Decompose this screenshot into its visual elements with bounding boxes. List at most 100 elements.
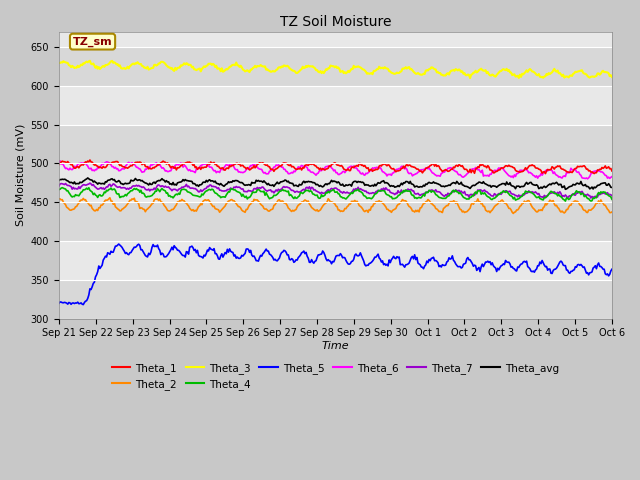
Theta_2 bbox=[385, 206, 393, 212]
Theta_6 bbox=[319, 166, 326, 171]
Theta_1 bbox=[597, 167, 605, 173]
Theta_7 bbox=[608, 192, 616, 198]
Theta_avg bbox=[608, 183, 616, 189]
Theta_2 bbox=[436, 211, 444, 216]
Theta_7 bbox=[355, 185, 363, 191]
Theta_1 bbox=[608, 167, 616, 172]
Theta_6 bbox=[608, 175, 616, 181]
Theta_avg bbox=[319, 183, 326, 189]
Theta_avg bbox=[509, 183, 517, 189]
Theta_3 bbox=[509, 70, 517, 75]
Theta_2 bbox=[355, 202, 363, 207]
Theta_5 bbox=[597, 264, 605, 270]
Line: Theta_5: Theta_5 bbox=[59, 243, 612, 304]
Theta_2 bbox=[608, 210, 616, 216]
Theta_4 bbox=[319, 194, 326, 200]
Line: Theta_7: Theta_7 bbox=[59, 183, 612, 198]
Theta_avg bbox=[355, 178, 363, 183]
Theta_avg bbox=[322, 183, 330, 189]
Theta_6 bbox=[385, 173, 393, 179]
Theta_3 bbox=[385, 68, 393, 73]
Theta_5 bbox=[511, 266, 518, 272]
Theta_1 bbox=[509, 165, 517, 171]
Theta_5 bbox=[55, 300, 63, 305]
Theta_5 bbox=[320, 253, 328, 259]
Line: Theta_1: Theta_1 bbox=[59, 160, 612, 173]
Bar bbox=[59, 86, 612, 125]
Theta_7 bbox=[322, 189, 330, 195]
Theta_6 bbox=[582, 176, 590, 181]
Theta_6 bbox=[509, 173, 517, 179]
Theta_4 bbox=[355, 189, 363, 195]
Theta_3 bbox=[355, 65, 363, 71]
Theta_3 bbox=[55, 61, 63, 67]
Theta_2 bbox=[511, 207, 518, 213]
Theta_1 bbox=[55, 162, 63, 168]
Theta_2 bbox=[227, 196, 234, 202]
Theta_avg bbox=[597, 180, 605, 186]
Line: Theta_avg: Theta_avg bbox=[59, 178, 612, 189]
Theta_1 bbox=[322, 167, 330, 172]
Theta_5 bbox=[608, 267, 616, 273]
Theta_7 bbox=[509, 190, 517, 195]
Bar bbox=[59, 47, 612, 86]
Theta_5 bbox=[115, 240, 123, 246]
Bar bbox=[59, 241, 612, 280]
Theta_6 bbox=[597, 169, 605, 175]
Line: Theta_6: Theta_6 bbox=[59, 161, 612, 179]
Theta_avg bbox=[586, 186, 594, 192]
Theta_4 bbox=[597, 191, 605, 196]
Legend: Theta_1, Theta_2, Theta_3, Theta_4, Theta_5, Theta_6, Theta_7, Theta_avg: Theta_1, Theta_2, Theta_3, Theta_4, Thet… bbox=[108, 359, 563, 394]
Theta_7 bbox=[597, 191, 605, 197]
Theta_2 bbox=[597, 199, 605, 205]
Theta_avg bbox=[109, 175, 117, 181]
Theta_6 bbox=[322, 164, 330, 169]
Theta_7 bbox=[55, 183, 63, 189]
Theta_4 bbox=[608, 197, 616, 203]
Theta_2 bbox=[322, 200, 330, 205]
Theta_2 bbox=[319, 203, 326, 208]
Theta_7 bbox=[541, 195, 548, 201]
Title: TZ Soil Moisture: TZ Soil Moisture bbox=[280, 15, 391, 29]
Bar bbox=[59, 32, 612, 47]
Bar bbox=[59, 164, 612, 202]
Theta_4 bbox=[509, 193, 517, 199]
Bar bbox=[59, 280, 612, 319]
Theta_3 bbox=[608, 73, 616, 79]
Theta_1 bbox=[355, 161, 363, 167]
Theta_7 bbox=[385, 188, 393, 193]
Theta_1 bbox=[61, 157, 69, 163]
Theta_2 bbox=[55, 196, 63, 202]
Bar bbox=[59, 125, 612, 164]
Theta_6 bbox=[355, 170, 363, 176]
Theta_1 bbox=[385, 162, 393, 168]
Theta_6 bbox=[56, 158, 64, 164]
Theta_5 bbox=[387, 260, 394, 265]
Theta_3 bbox=[587, 76, 595, 82]
Theta_4 bbox=[155, 185, 163, 191]
Theta_1 bbox=[319, 166, 326, 172]
Theta_5 bbox=[323, 259, 331, 264]
Theta_3 bbox=[597, 70, 605, 75]
Theta_3 bbox=[322, 69, 330, 74]
Bar bbox=[59, 202, 612, 241]
Line: Theta_4: Theta_4 bbox=[59, 188, 612, 201]
Theta_4 bbox=[587, 198, 595, 204]
Theta_1 bbox=[589, 170, 597, 176]
Theta_6 bbox=[55, 159, 63, 165]
Theta_avg bbox=[55, 179, 63, 185]
Line: Theta_2: Theta_2 bbox=[59, 199, 612, 214]
Y-axis label: Soil Moisture (mV): Soil Moisture (mV) bbox=[15, 124, 25, 227]
Theta_4 bbox=[55, 187, 63, 193]
Theta_avg bbox=[385, 180, 393, 186]
Line: Theta_3: Theta_3 bbox=[59, 60, 612, 79]
Theta_3 bbox=[319, 71, 326, 76]
Theta_5 bbox=[356, 253, 364, 259]
Theta_5 bbox=[75, 301, 83, 307]
Theta_7 bbox=[58, 180, 66, 186]
Theta_7 bbox=[319, 190, 326, 195]
Theta_3 bbox=[61, 57, 68, 62]
Theta_4 bbox=[322, 192, 330, 197]
Text: TZ_sm: TZ_sm bbox=[73, 36, 113, 47]
X-axis label: Time: Time bbox=[322, 341, 349, 351]
